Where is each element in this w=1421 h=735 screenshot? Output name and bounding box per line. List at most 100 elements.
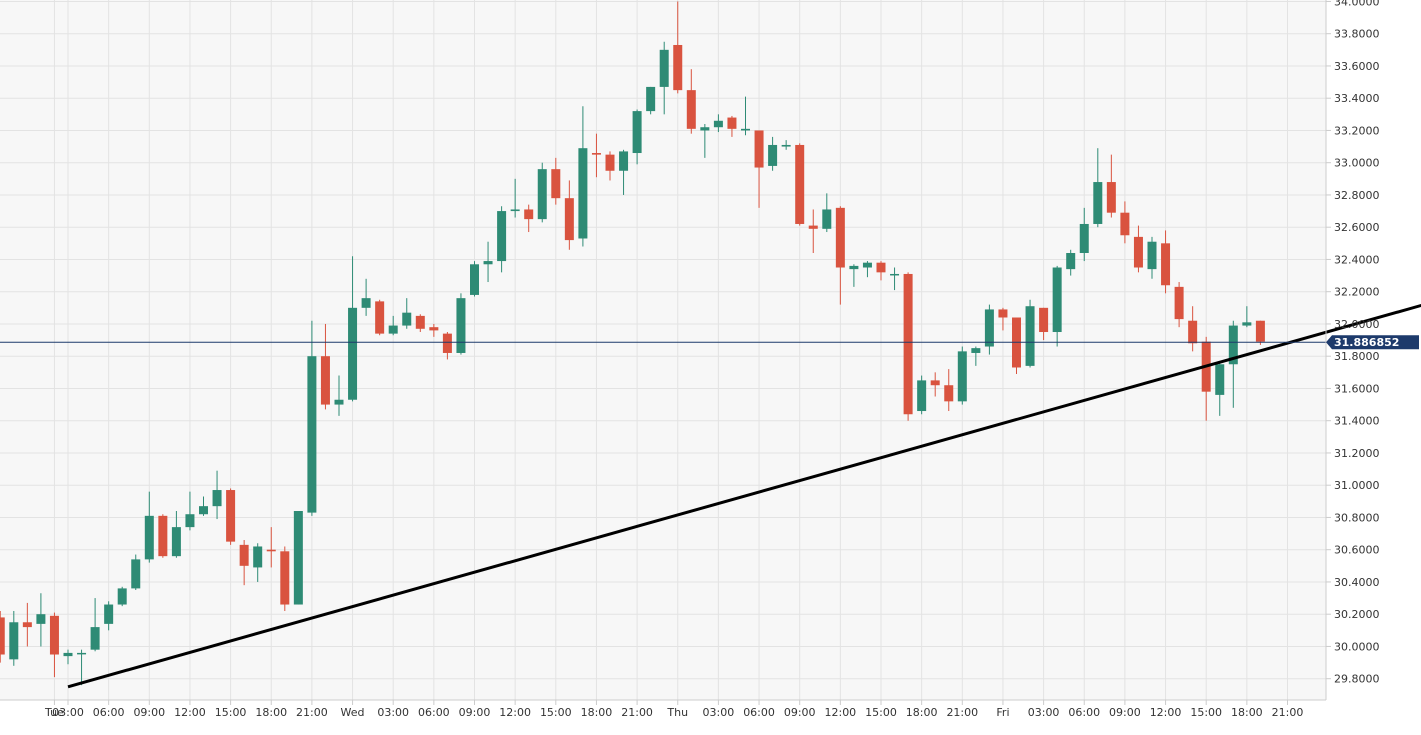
candle-up xyxy=(36,593,46,647)
candle-down xyxy=(415,314,425,333)
candle-body xyxy=(334,399,344,405)
candle-up xyxy=(768,136,778,171)
candle-down xyxy=(429,323,439,337)
x-tick-label: 03:00 xyxy=(1028,706,1060,719)
candle-up xyxy=(497,206,507,273)
candle-body xyxy=(727,117,737,129)
candle-up xyxy=(1079,207,1089,262)
candle-body xyxy=(957,351,967,402)
candle-down xyxy=(727,115,737,137)
candle-up xyxy=(862,261,872,278)
x-tick-label: Thu xyxy=(666,706,688,719)
candle-up xyxy=(971,346,981,366)
candle-down xyxy=(754,130,764,208)
candle-body xyxy=(984,309,994,347)
candle-body xyxy=(537,169,547,220)
candle-down xyxy=(1255,320,1265,345)
candle-up xyxy=(659,41,669,115)
candle-body xyxy=(741,128,750,131)
candle-body xyxy=(795,144,805,224)
y-tick-label: 29.8000 xyxy=(1334,673,1380,686)
x-tick-label: 03:00 xyxy=(703,706,735,719)
candle-body xyxy=(483,261,493,265)
x-tick-label: 18:00 xyxy=(906,706,938,719)
candle-body xyxy=(293,511,303,605)
candle-body xyxy=(104,604,114,624)
trendline[interactable] xyxy=(67,282,1421,689)
y-tick-label: 34.0000 xyxy=(1334,0,1380,8)
candle-up xyxy=(388,315,398,336)
y-tick-label: 30.8000 xyxy=(1334,511,1380,524)
y-tick-label: 31.0000 xyxy=(1334,479,1380,492)
candle-body xyxy=(1147,241,1157,270)
candle-up xyxy=(185,491,195,531)
candle-body xyxy=(917,380,927,412)
candle-body xyxy=(375,301,385,334)
candle-body xyxy=(1228,325,1238,365)
grid-lines xyxy=(0,0,1326,700)
candle-down xyxy=(442,332,452,360)
candle-up xyxy=(77,649,87,686)
candle-up xyxy=(90,598,100,652)
y-tick-label: 31.6000 xyxy=(1334,382,1380,395)
candle-body xyxy=(9,622,19,660)
candle-up xyxy=(822,193,832,233)
candle-up xyxy=(1025,299,1035,368)
candle-body xyxy=(1161,243,1171,286)
candle-body xyxy=(822,209,832,229)
candle-body xyxy=(659,49,669,87)
x-tick-label: Fri xyxy=(996,706,1009,719)
candle-body xyxy=(63,652,73,657)
x-tick-label: 18:00 xyxy=(581,706,613,719)
x-tick-label: 03:00 xyxy=(377,706,409,719)
candle-up xyxy=(781,140,791,150)
x-tick-label: 15:00 xyxy=(215,706,247,719)
candle-down xyxy=(1039,307,1049,341)
candle-up xyxy=(199,496,208,516)
candle-up xyxy=(212,470,222,520)
candle-down xyxy=(22,602,32,647)
x-tick-label: 15:00 xyxy=(865,706,897,719)
candle-down xyxy=(375,299,385,336)
x-tick-label: 21:00 xyxy=(946,706,978,719)
candle-up xyxy=(890,267,900,291)
candle-down xyxy=(1106,154,1116,218)
y-tick-label: 31.8000 xyxy=(1334,350,1380,363)
candle-body xyxy=(171,527,181,557)
candle-up xyxy=(849,264,859,287)
candle-body xyxy=(497,211,507,262)
candle-up xyxy=(632,109,642,165)
candle-body xyxy=(158,515,168,557)
candle-up xyxy=(104,601,114,631)
candle-body xyxy=(117,588,127,605)
current-price-tag-background xyxy=(1326,335,1419,350)
y-tick-label: 30.4000 xyxy=(1334,576,1380,589)
candle-body xyxy=(348,307,358,400)
candle-up xyxy=(402,298,412,329)
candle-down xyxy=(998,307,1008,331)
candle-body xyxy=(1215,364,1225,395)
candle-up xyxy=(293,511,303,605)
candle-body xyxy=(808,225,818,229)
candle-body xyxy=(442,333,452,353)
candle-up xyxy=(483,241,493,283)
candle-down xyxy=(226,488,236,545)
y-tick-label: 33.8000 xyxy=(1334,28,1380,41)
candle-body xyxy=(226,490,236,542)
candle-down xyxy=(835,206,845,305)
candle-up xyxy=(361,278,371,316)
candle-body xyxy=(835,207,845,268)
y-tick-label: 33.4000 xyxy=(1334,92,1380,105)
candle-down xyxy=(158,514,168,558)
candle-body xyxy=(320,356,330,405)
candle-body xyxy=(578,148,588,239)
candle-body xyxy=(876,262,886,273)
candle-up xyxy=(578,106,588,247)
candle-body xyxy=(280,551,290,605)
candle-up xyxy=(307,320,317,516)
candle-up xyxy=(713,114,723,133)
candles xyxy=(0,1,1265,686)
candle-down xyxy=(1133,225,1143,273)
